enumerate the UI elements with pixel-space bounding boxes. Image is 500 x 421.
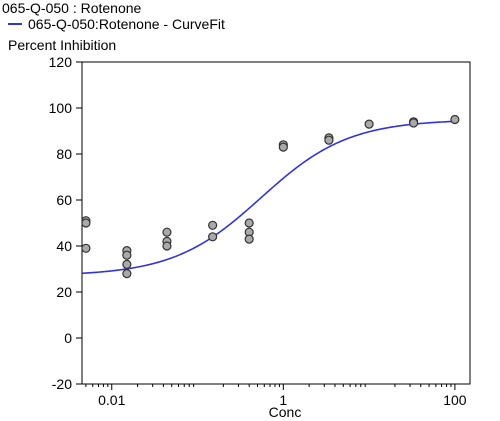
- data-point: [364, 119, 374, 129]
- data-point: [244, 218, 254, 228]
- y-tick-label: 100: [49, 100, 73, 116]
- x-tick-label: 1: [279, 392, 287, 408]
- points-layer: [81, 114, 460, 279]
- data-point: [81, 218, 91, 228]
- y-tick-label: 80: [56, 146, 72, 162]
- legend-line-swatch: [8, 23, 22, 25]
- y-tick-label: 60: [56, 192, 72, 208]
- data-point: [278, 142, 288, 152]
- data-point: [122, 259, 132, 269]
- legend-entry-label: 065-Q-050:Rotenone - CurveFit: [28, 16, 225, 32]
- data-point: [208, 232, 218, 242]
- x-axis-label: Conc: [268, 404, 302, 420]
- data-point: [244, 234, 254, 244]
- data-point: [122, 250, 132, 260]
- y-axis-label: Percent Inhibition: [8, 37, 117, 53]
- y-tick-label: 40: [56, 238, 72, 254]
- x-tick-label: 0.01: [98, 392, 125, 408]
- y-tick-label: 0: [64, 330, 72, 346]
- plot-area-frame: [81, 61, 471, 385]
- data-point: [408, 118, 419, 128]
- axis-ticks: -20 0 20 40 60 80 100 120 0.01 1 100: [49, 54, 467, 408]
- x-tick-label: 100: [443, 392, 467, 408]
- data-point: [324, 135, 334, 145]
- legend-entry-curvefit: 065-Q-050:Rotenone - CurveFit: [2, 16, 225, 32]
- chart-title-line: 065-Q-050 : Rotenone: [2, 0, 142, 16]
- chart-legend: 065-Q-050 : Rotenone 065-Q-050:Rotenone …: [2, 0, 225, 32]
- y-tick-label: 120: [49, 54, 73, 70]
- data-point: [208, 220, 218, 230]
- data-point: [162, 241, 172, 251]
- data-point: [81, 243, 91, 253]
- data-point: [450, 114, 460, 125]
- data-point: [122, 269, 132, 279]
- curve-layer: [81, 120, 455, 275]
- curve-fit-line: [81, 120, 455, 275]
- y-tick-label: 20: [56, 284, 72, 300]
- data-point: [162, 227, 172, 237]
- y-tick-label: -20: [52, 376, 72, 392]
